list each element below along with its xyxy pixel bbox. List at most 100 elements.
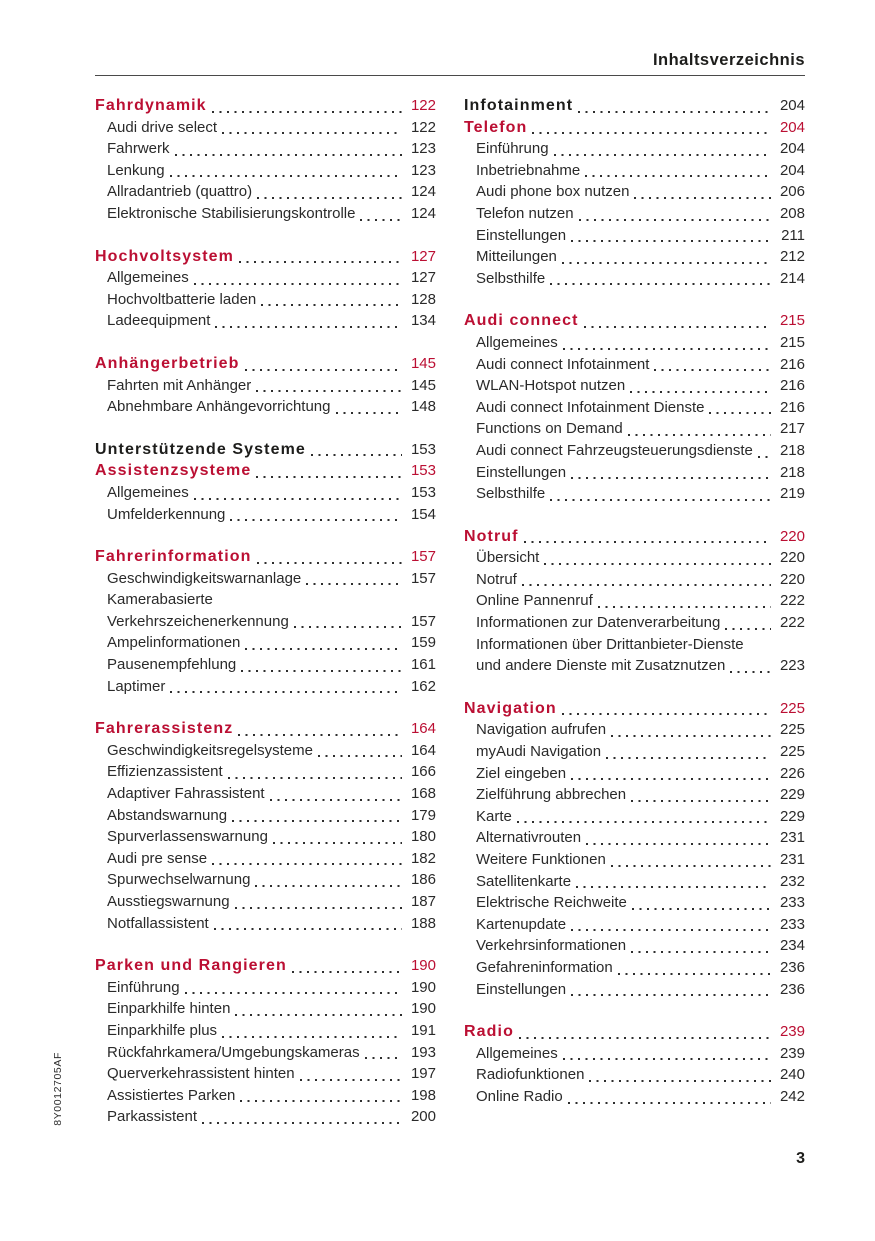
toc-entry-label: Selbsthilfe xyxy=(476,269,546,287)
toc-entry-page: 215 xyxy=(779,312,805,330)
dot-leader xyxy=(269,798,402,801)
toc-entry-page: 168 xyxy=(410,785,436,803)
toc-entry-label: Assistenzsysteme xyxy=(95,462,252,480)
toc-entry: Einstellungen 211 xyxy=(464,225,805,247)
toc-entry-label: Querverkehrassistent hinten xyxy=(107,1065,295,1083)
toc-entry-label: Fahrerassistenz xyxy=(95,720,234,738)
toc-entry-label: Ladeequipment xyxy=(107,312,211,330)
toc-entry-label: Fahrerinformation xyxy=(95,548,252,566)
toc-entry: Unterstützende Systeme 153 xyxy=(95,439,436,461)
dot-leader xyxy=(561,261,771,264)
toc-entry-label: Allgemeines xyxy=(107,483,189,501)
toc-columns: Fahrdynamik 122 Audi drive select 122 Fahrwe… xyxy=(0,76,875,1149)
toc-entry: und andere Dienste mit Zusatznutzen 223 xyxy=(464,655,805,677)
dot-leader xyxy=(550,283,771,286)
toc-entry: Pausenempfehlung 161 xyxy=(95,654,436,676)
toc-entry-label: Telefon xyxy=(464,118,528,136)
toc-entry: Einstellungen 236 xyxy=(464,979,805,1001)
toc-entry: Weitere Funktionen 231 xyxy=(464,849,805,871)
toc-entry-label: Audi drive select xyxy=(107,118,218,136)
toc-entry: Fahrerinformation 157 xyxy=(95,546,436,568)
toc-entry: Abstandswarnung 179 xyxy=(95,805,436,827)
toc-entry-page: 157 xyxy=(410,569,436,587)
toc-entry: Parken und Rangieren 190 xyxy=(95,955,436,977)
toc-entry: Online Radio 242 xyxy=(464,1086,805,1108)
toc-entry-label: Online Radio xyxy=(476,1087,563,1105)
dot-leader xyxy=(757,455,771,458)
toc-entry-page: 204 xyxy=(779,140,805,158)
toc-entry-page: 233 xyxy=(779,894,805,912)
toc-section: Hochvoltsystem 127 Allgemeines 127 Hochvoltb… xyxy=(95,246,436,332)
toc-entry-label: Elektronische Stabilisierungskontrolle xyxy=(107,204,356,222)
dot-leader xyxy=(578,110,771,113)
toc-entry: Infotainment 204 xyxy=(464,95,805,117)
toc-entry-page: 212 xyxy=(779,248,805,266)
toc-entry: Selbsthilfe 219 xyxy=(464,483,805,505)
toc-entry-continuation: Kamerabasierte xyxy=(95,589,436,611)
toc-entry-label: Radio xyxy=(464,1023,514,1041)
header-rule xyxy=(95,75,805,76)
toc-entry: Ampelinformationen 159 xyxy=(95,632,436,654)
toc-entry-page: 157 xyxy=(410,612,436,630)
toc-entry-label: Parken und Rangieren xyxy=(95,957,287,975)
dot-leader xyxy=(521,584,771,587)
toc-entry-page: 223 xyxy=(779,657,805,675)
toc-entry-label: Zielführung abbrechen xyxy=(476,786,627,804)
toc-entry-page: 159 xyxy=(410,634,436,652)
toc-entry: Einführung 204 xyxy=(464,138,805,160)
toc-entry: Audi pre sense 182 xyxy=(95,848,436,870)
toc-entry-page: 157 xyxy=(410,548,436,566)
dot-leader xyxy=(532,132,771,135)
toc-entry: Fahrerassistenz 164 xyxy=(95,718,436,740)
dot-leader xyxy=(230,519,402,522)
toc-entry-page: 234 xyxy=(779,937,805,955)
toc-entry: Selbsthilfe 214 xyxy=(464,268,805,290)
toc-entry-continuation: Informationen über Drittanbieter-Dienste xyxy=(464,634,805,656)
toc-entry: WLAN-Hotspot nutzen 216 xyxy=(464,375,805,397)
dot-leader xyxy=(360,218,402,221)
dot-leader xyxy=(586,843,771,845)
dot-leader xyxy=(597,606,771,609)
toc-section: Fahrerassistenz 164 Geschwindigkeitsregels… xyxy=(95,718,436,934)
toc-entry: Laptimer 162 xyxy=(95,676,436,698)
dot-leader xyxy=(634,196,771,199)
toc-entry-label: Effizienzassistent xyxy=(107,763,223,781)
dot-leader xyxy=(212,863,402,866)
dot-leader xyxy=(523,541,771,544)
toc-entry-label: Informationen über Drittanbieter-Dienste xyxy=(476,635,744,653)
toc-entry: Allgemeines 127 xyxy=(95,267,436,289)
dot-leader xyxy=(585,175,771,178)
toc-entry: Inbetriebnahme 204 xyxy=(464,160,805,182)
dot-leader xyxy=(193,497,402,500)
toc-entry: Functions on Demand 217 xyxy=(464,418,805,440)
toc-entry-page: 180 xyxy=(410,828,436,846)
dot-leader xyxy=(567,1101,771,1104)
toc-entry: Fahrdynamik 122 xyxy=(95,95,436,117)
toc-entry-page: 179 xyxy=(410,806,436,824)
toc-entry-label: Online Pannenruf xyxy=(476,592,593,610)
toc-entry-page: 229 xyxy=(779,786,805,804)
toc-entry-page: 164 xyxy=(410,741,436,759)
toc-entry: Ziel eingeben 226 xyxy=(464,763,805,785)
toc-entry: Notfallassistent 188 xyxy=(95,913,436,935)
toc-entry: Audi drive select 122 xyxy=(95,117,436,139)
toc-entry-page: 214 xyxy=(779,269,805,287)
toc-entry: Fahrten mit Anhänger 145 xyxy=(95,375,436,397)
toc-entry-label: Ausstiegswarnung xyxy=(107,893,230,910)
toc-entry-page: 166 xyxy=(410,763,436,781)
dot-leader xyxy=(299,1078,402,1081)
toc-entry-label: Anhängerbetrieb xyxy=(95,354,240,372)
toc-entry-label: Allgemeines xyxy=(107,269,189,287)
toc-entry-label: Allgemeines xyxy=(476,333,558,351)
toc-entry: Audi connect Infotainment Dienste 216 xyxy=(464,397,805,419)
toc-entry: Parkassistent 200 xyxy=(95,1106,436,1128)
toc-entry: Adaptiver Fahrassistent 168 xyxy=(95,783,436,805)
dot-leader xyxy=(310,454,402,457)
toc-entry-page: 190 xyxy=(410,978,436,996)
toc-section: Fahrdynamik 122 Audi drive select 122 Fahrwe… xyxy=(95,95,436,225)
dot-leader xyxy=(256,390,402,393)
toc-entry-page: 220 xyxy=(779,570,805,588)
toc-entry-label: Spurwechselwarnung xyxy=(107,871,251,889)
toc-entry-label: Radiofunktionen xyxy=(476,1066,585,1084)
toc-entry-page: 124 xyxy=(410,183,436,201)
